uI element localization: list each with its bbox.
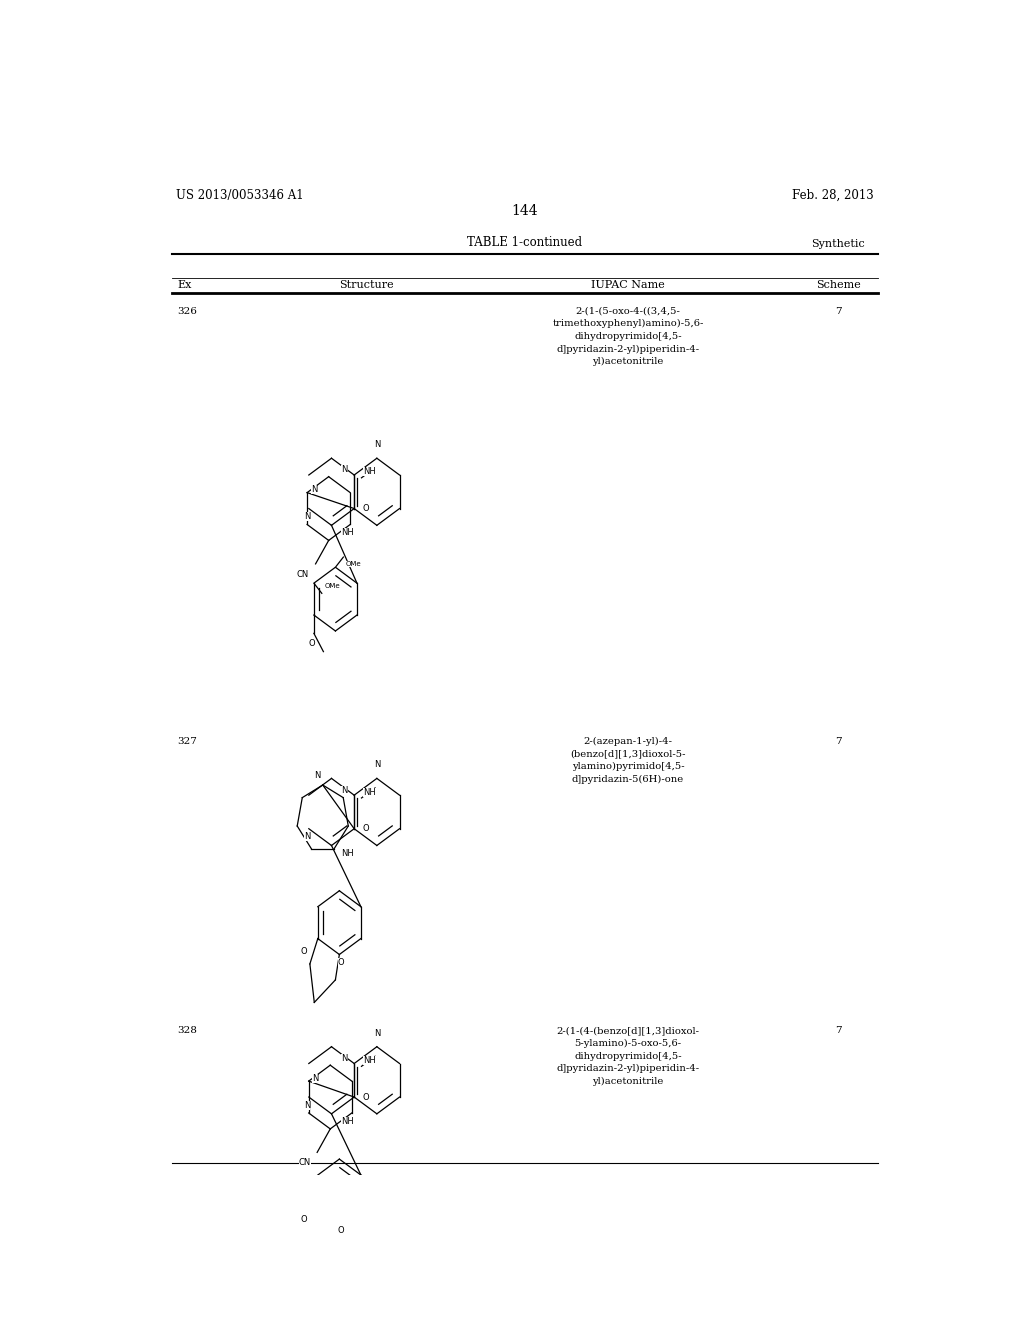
Text: N: N [304, 1101, 310, 1110]
Text: 2-(azepan-1-yl)-4-
(benzo[d][1,3]dioxol-5-
ylamino)pyrimido[4,5-
d]pyridazin-5(6: 2-(azepan-1-yl)-4- (benzo[d][1,3]dioxol-… [570, 737, 686, 784]
Text: O: O [301, 1216, 307, 1224]
Text: NH: NH [341, 849, 353, 858]
Text: OMe: OMe [346, 561, 361, 568]
Text: 7: 7 [835, 1027, 842, 1035]
Text: NH: NH [341, 1117, 353, 1126]
Text: CN: CN [297, 570, 309, 579]
Text: 327: 327 [177, 737, 197, 746]
Text: N: N [304, 512, 310, 521]
Text: N: N [312, 1073, 318, 1082]
Text: O: O [362, 824, 369, 833]
Text: NH: NH [341, 528, 353, 537]
Text: O: O [362, 504, 369, 513]
Text: TABLE 1-continued: TABLE 1-continued [467, 236, 583, 248]
Text: O: O [301, 946, 307, 956]
Text: CN: CN [299, 1159, 311, 1167]
Text: 326: 326 [177, 306, 197, 315]
Text: Synthetic: Synthetic [811, 239, 865, 249]
Text: Feb. 28, 2013: Feb. 28, 2013 [793, 189, 873, 202]
Text: N: N [311, 484, 317, 494]
Text: 2-(1-(4-(benzo[d][1,3]dioxol-
5-ylamino)-5-oxo-5,6-
dihydropyrimido[4,5-
d]pyrid: 2-(1-(4-(benzo[d][1,3]dioxol- 5-ylamino)… [556, 1027, 699, 1086]
Text: 328: 328 [177, 1027, 197, 1035]
Text: 2-(1-(5-oxo-4-((3,4,5-
trimethoxyphenyl)amino)-5,6-
dihydropyrimido[4,5-
d]pyrid: 2-(1-(5-oxo-4-((3,4,5- trimethoxyphenyl)… [552, 306, 703, 367]
Text: N: N [374, 440, 380, 449]
Text: NH: NH [362, 1056, 376, 1065]
Text: O: O [338, 1226, 344, 1236]
Text: US 2013/0053346 A1: US 2013/0053346 A1 [176, 189, 303, 202]
Text: N: N [341, 1053, 348, 1063]
Text: N: N [341, 785, 348, 795]
Text: N: N [314, 771, 321, 780]
Text: O: O [362, 1093, 369, 1102]
Text: NH: NH [362, 788, 376, 797]
Text: 7: 7 [835, 306, 842, 315]
Text: OMe: OMe [325, 583, 340, 589]
Text: N: N [374, 1028, 380, 1038]
Text: 144: 144 [511, 205, 539, 218]
Text: IUPAC Name: IUPAC Name [591, 280, 665, 290]
Text: Structure: Structure [339, 280, 393, 290]
Text: O: O [308, 639, 314, 648]
Text: Scheme: Scheme [816, 280, 860, 290]
Text: N: N [374, 760, 380, 770]
Text: Ex: Ex [177, 280, 191, 290]
Text: N: N [304, 833, 310, 841]
Text: NH: NH [362, 467, 376, 477]
Text: O: O [338, 957, 344, 966]
Text: N: N [341, 466, 348, 474]
Text: 7: 7 [835, 737, 842, 746]
